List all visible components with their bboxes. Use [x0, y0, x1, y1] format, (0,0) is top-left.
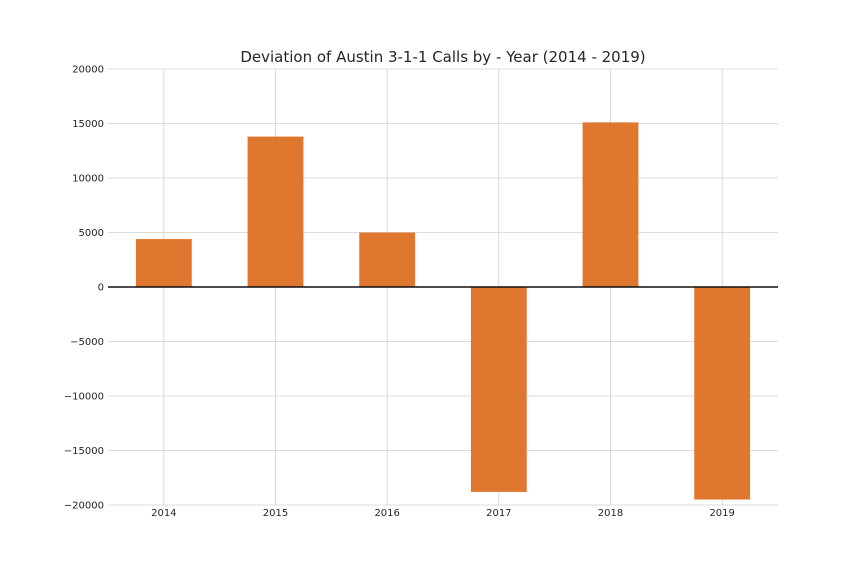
x-tick-label: 2015: [263, 508, 288, 519]
x-tick-label: 2016: [374, 508, 399, 519]
bar-2014: [135, 239, 192, 287]
y-tick-label: −15000: [64, 446, 104, 457]
x-tick-label: 2017: [486, 508, 511, 519]
y-tick-label: −10000: [64, 392, 104, 403]
y-tick-label: 0: [98, 283, 104, 294]
y-tick-label: −20000: [64, 501, 104, 512]
chart-title: Deviation of Austin 3-1-1 Calls by - Yea…: [240, 48, 646, 66]
bars: [135, 122, 751, 500]
x-tick-label: 2014: [151, 508, 176, 519]
y-tick-label: −5000: [70, 337, 104, 348]
y-tick-label: 15000: [72, 119, 104, 130]
bar-2016: [359, 232, 416, 287]
x-axis-ticks: 2014 2015 2016 2017 2018 2019: [151, 508, 735, 519]
bar-2015: [247, 136, 304, 287]
bar-2017: [470, 287, 527, 492]
x-tick-label: 2018: [598, 508, 623, 519]
bar-2019: [694, 287, 751, 500]
x-tick-label: 2019: [709, 508, 734, 519]
y-axis-ticks: 20000 15000 10000 5000 0 −5000 −10000 −15000 −20…: [64, 65, 104, 512]
bar-2018: [582, 122, 639, 287]
y-tick-label: 5000: [79, 228, 104, 239]
y-tick-label: 10000: [72, 174, 104, 185]
y-tick-label: 20000: [72, 65, 104, 76]
